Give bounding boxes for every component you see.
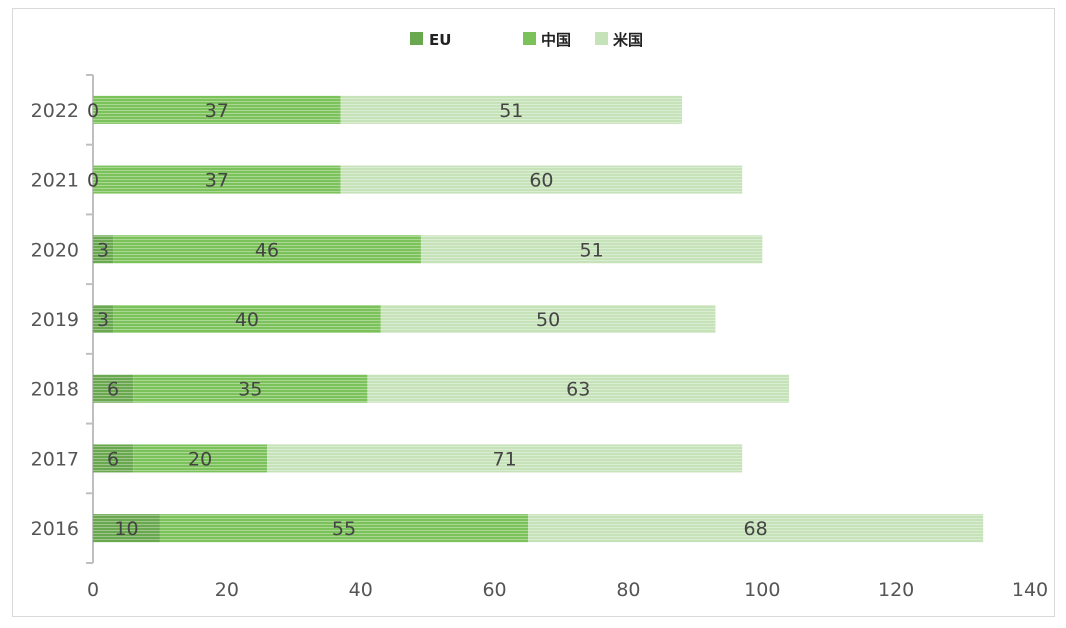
data-label: 37 xyxy=(205,170,229,192)
data-label: 71 xyxy=(493,448,517,470)
bar-texture xyxy=(93,235,114,264)
legend: EU 中国 米国 xyxy=(410,31,643,49)
data-label: 55 xyxy=(332,518,356,540)
data-label: 35 xyxy=(238,379,262,401)
bar-texture xyxy=(113,305,381,333)
legend-swatch-usa xyxy=(595,32,608,45)
bar-texture xyxy=(133,444,268,473)
data-label: 60 xyxy=(529,170,553,192)
bar-texture xyxy=(267,444,743,473)
x-tick-label: 80 xyxy=(616,579,640,601)
bar-texture xyxy=(93,444,134,473)
bar-texture xyxy=(93,165,341,194)
data-label: 10 xyxy=(114,518,138,540)
x-axis-labels: 0 20 40 60 80 100 120 140 xyxy=(87,579,1048,601)
data-label: 6 xyxy=(107,448,119,470)
data-label: 40 xyxy=(235,309,259,331)
data-label: 50 xyxy=(536,309,560,331)
data-label: 37 xyxy=(205,100,229,122)
y-tick-label: 2020 xyxy=(31,239,79,261)
data-label: 51 xyxy=(580,239,604,261)
x-tick-label: 60 xyxy=(482,579,506,601)
bar-texture xyxy=(93,305,114,333)
x-tick-label: 100 xyxy=(744,579,780,601)
bar-texture xyxy=(367,374,790,403)
x-tick-label: 40 xyxy=(349,579,373,601)
data-label: 51 xyxy=(499,100,523,122)
legend-label-eu: EU xyxy=(429,31,451,49)
bar-texture xyxy=(93,95,341,124)
bar-texture xyxy=(528,514,984,543)
x-tick-label: 140 xyxy=(1012,579,1048,601)
legend-swatch-china xyxy=(523,32,536,45)
legend-swatch-eu xyxy=(410,32,423,45)
bars xyxy=(93,95,984,543)
x-tick-label: 0 xyxy=(87,579,99,601)
data-label: 0 xyxy=(87,100,99,122)
bar-texture xyxy=(133,374,368,403)
data-label: 0 xyxy=(87,170,99,192)
legend-label-china: 中国 xyxy=(541,31,571,49)
bar-texture xyxy=(93,374,134,403)
data-label: 3 xyxy=(97,309,109,331)
bar-texture xyxy=(340,165,743,194)
y-tick-label: 2021 xyxy=(31,170,79,192)
y-tick-label: 2017 xyxy=(31,448,79,470)
y-axis-labels: 2016 2017 2018 2019 2020 2021 2022 xyxy=(31,100,79,540)
legend-label-usa: 米国 xyxy=(613,31,643,49)
data-label: 3 xyxy=(97,239,109,261)
data-label: 68 xyxy=(743,518,767,540)
y-tick-label: 2019 xyxy=(31,309,79,331)
y-tick-label: 2016 xyxy=(31,518,79,540)
data-label: 20 xyxy=(188,448,212,470)
data-labels: 10 55 68 6 20 71 6 35 63 3 40 50 3 46 51 0 37 60 0 37 51 xyxy=(87,100,768,540)
bar-texture xyxy=(93,514,160,543)
y-tick-label: 2018 xyxy=(31,379,79,401)
bar-texture xyxy=(340,95,682,124)
x-tick-label: 120 xyxy=(878,579,914,601)
bar-texture xyxy=(380,305,716,333)
bar-texture xyxy=(420,235,763,264)
bar-texture xyxy=(159,514,529,543)
data-label: 46 xyxy=(255,239,279,261)
data-label: 6 xyxy=(107,379,119,401)
x-tick-label: 20 xyxy=(215,579,239,601)
bar-texture xyxy=(113,235,421,264)
data-label: 63 xyxy=(566,379,590,401)
y-axis-ticks xyxy=(86,74,93,564)
y-tick-label: 2022 xyxy=(31,100,79,122)
